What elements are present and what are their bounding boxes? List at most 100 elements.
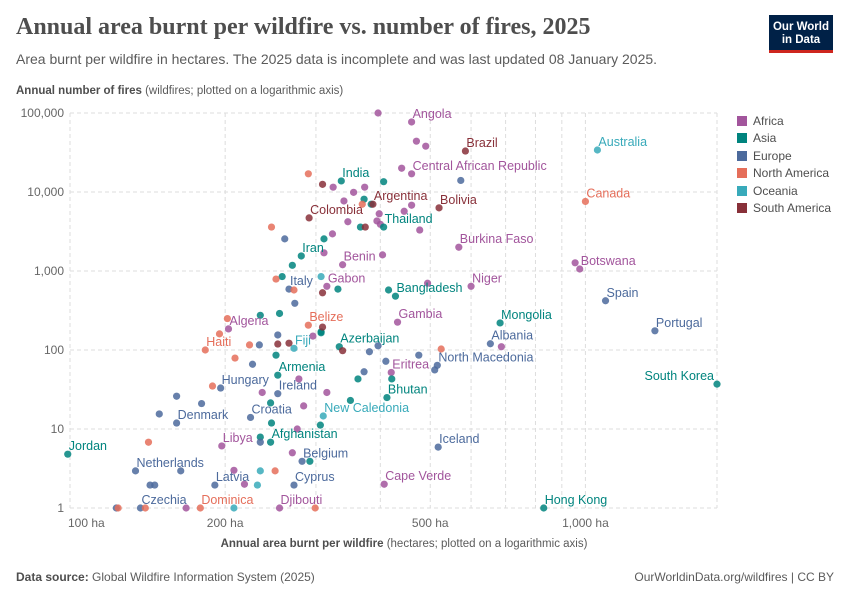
data-point-europe <box>197 399 206 408</box>
point-label: Hong Kong <box>545 493 608 507</box>
data-point-north-america <box>437 345 445 353</box>
point-label: Libya <box>223 431 253 445</box>
legend-swatch <box>737 185 747 196</box>
point-label: Brazil <box>466 136 497 150</box>
data-point-europe <box>382 357 390 365</box>
data-point-north-america <box>304 321 312 329</box>
point-label: Netherlands <box>137 456 204 470</box>
point-label: Belgium <box>303 446 348 460</box>
legend-item-north-america[interactable]: North America <box>737 165 831 183</box>
data-point-africa <box>408 118 416 126</box>
data-point-africa <box>258 388 266 397</box>
legend-item-asia[interactable]: Asia <box>737 130 831 148</box>
data-point-africa <box>182 504 190 512</box>
point-label: Thailand <box>385 212 433 226</box>
data-point-africa <box>288 449 296 457</box>
data-point-europe <box>415 351 423 359</box>
data-point-north-america <box>245 341 254 349</box>
point-label: Armenia <box>279 360 326 374</box>
data-point-north-america <box>223 314 231 323</box>
data-point-asia <box>334 285 342 293</box>
point-label: Niger <box>472 271 502 285</box>
point-label: New Caledonia <box>324 401 409 415</box>
point-label: Jordan <box>69 439 107 453</box>
legend-item-africa[interactable]: Africa <box>737 112 831 130</box>
x-tick-label: 200 ha <box>207 516 244 530</box>
data-point-oceania <box>290 344 298 352</box>
data-point-asia <box>275 309 284 318</box>
point-label: Croatia <box>252 402 292 416</box>
legend-item-oceania[interactable]: Oceania <box>737 182 831 200</box>
y-axis-title: Annual number of fires (wildfires; plott… <box>16 85 343 97</box>
legend-label: Asia <box>753 131 777 146</box>
point-label: Albania <box>491 329 533 343</box>
data-point-north-america <box>267 223 276 231</box>
data-point-asia <box>320 235 328 243</box>
data-point-asia <box>380 223 388 231</box>
data-point-europe <box>434 443 442 451</box>
data-point-asia <box>384 286 393 294</box>
data-point-north-america <box>144 438 153 446</box>
data-point-africa <box>455 243 463 251</box>
point-label: India <box>342 166 369 180</box>
y-tick-label: 10,000 <box>27 185 64 199</box>
data-point-africa <box>329 183 337 191</box>
data-point-oceania <box>256 467 264 475</box>
point-label: Belize <box>309 310 343 324</box>
data-point-asia <box>337 177 345 185</box>
data-point-north-america <box>141 504 149 512</box>
y-tick-label: 10 <box>51 422 65 436</box>
point-label: Eritrea <box>392 357 429 371</box>
data-point-asia <box>391 292 400 300</box>
data-point-europe <box>256 438 264 446</box>
point-label: Argentina <box>374 189 428 203</box>
footer-link[interactable]: OurWorldinData.org/wildfires | CC BY <box>634 570 834 584</box>
data-point-africa <box>400 207 408 215</box>
data-point-north-america <box>208 382 217 390</box>
x-axis-title-bold: Annual area burnt per wildfire <box>220 538 384 550</box>
data-point-north-america <box>272 275 280 283</box>
data-point-africa <box>224 325 233 333</box>
point-label: Haiti <box>206 335 231 349</box>
data-point-africa <box>240 480 249 488</box>
data-point-africa <box>323 388 331 397</box>
legend-label: South America <box>753 201 832 216</box>
data-point-asia <box>274 371 282 379</box>
data-point-asia <box>388 375 396 383</box>
data-point-europe <box>151 481 159 489</box>
data-point-oceania <box>253 481 262 489</box>
legend-item-south-america[interactable]: South America <box>737 200 831 218</box>
point-label: Algeria <box>229 314 268 328</box>
data-point-africa <box>230 466 238 474</box>
data-point-europe <box>177 467 185 475</box>
data-point-north-america <box>201 346 209 354</box>
legend-swatch <box>737 150 747 161</box>
data-point-south-america <box>435 204 443 212</box>
point-label: Spain <box>607 286 639 300</box>
data-point-europe <box>155 410 163 418</box>
point-label: Ireland <box>279 379 317 393</box>
point-label: Afghanistan <box>272 427 338 441</box>
point-label: Iceland <box>439 432 479 446</box>
data-point-europe <box>457 176 465 185</box>
data-point-europe <box>274 331 282 339</box>
point-label: Gabon <box>328 271 366 285</box>
data-point-africa <box>467 282 475 290</box>
data-point-africa <box>378 251 387 259</box>
y-axis-title-rest: (wildfires; plotted on a logarithmic axi… <box>141 85 344 97</box>
point-label: Angola <box>413 107 452 121</box>
owid-logo[interactable]: Our World in Data <box>769 15 833 53</box>
legend-label: Europe <box>753 148 792 163</box>
data-point-asia <box>256 311 264 319</box>
data-point-africa <box>571 259 579 267</box>
y-tick-label: 100,000 <box>21 106 65 120</box>
legend-item-europe[interactable]: Europe <box>737 147 831 165</box>
data-point-asia <box>380 178 388 186</box>
data-point-north-america <box>358 200 366 208</box>
data-point-africa <box>497 343 505 351</box>
data-point-europe <box>365 348 374 356</box>
data-point-africa <box>350 188 358 196</box>
data-point-north-america <box>196 504 204 512</box>
data-point-europe <box>298 457 306 465</box>
